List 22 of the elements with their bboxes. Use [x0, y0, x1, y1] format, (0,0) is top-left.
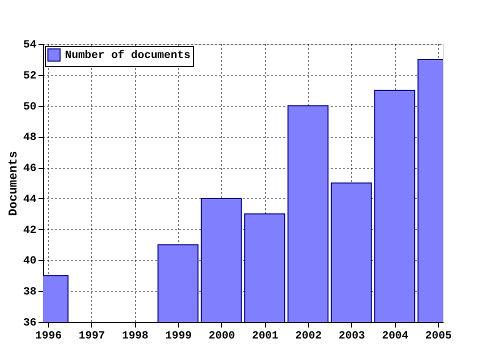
x-tick-label: 2000: [208, 330, 236, 342]
y-tick-label: 44: [23, 194, 37, 206]
x-tick-label: 2003: [338, 330, 366, 342]
y-tick-label: 50: [23, 101, 36, 114]
y-tick-label: 48: [23, 132, 37, 144]
y-tick-label: 36: [23, 318, 36, 330]
y-tick-label: 54: [23, 40, 37, 52]
legend-label: Number of documents: [65, 49, 190, 62]
y-tick-label: 42: [23, 224, 36, 237]
x-tick-label: 1999: [165, 330, 192, 342]
x-tick-label: 2005: [425, 330, 452, 342]
y-tick-label: 40: [23, 256, 36, 268]
x-tick-label: 2002: [295, 330, 322, 342]
y-tick-label: 46: [23, 163, 36, 176]
x-tick-label: 1998: [122, 330, 149, 342]
y-tick-label: 38: [23, 286, 37, 299]
x-tick-label: 2004: [382, 330, 409, 342]
x-tick-label: 2001: [252, 330, 279, 342]
x-tick-label: 1997: [78, 330, 106, 342]
x-tick-label: 1996: [35, 330, 62, 342]
y-tick-label: 52: [23, 70, 36, 82]
y-axis-title: Documents: [6, 151, 20, 216]
